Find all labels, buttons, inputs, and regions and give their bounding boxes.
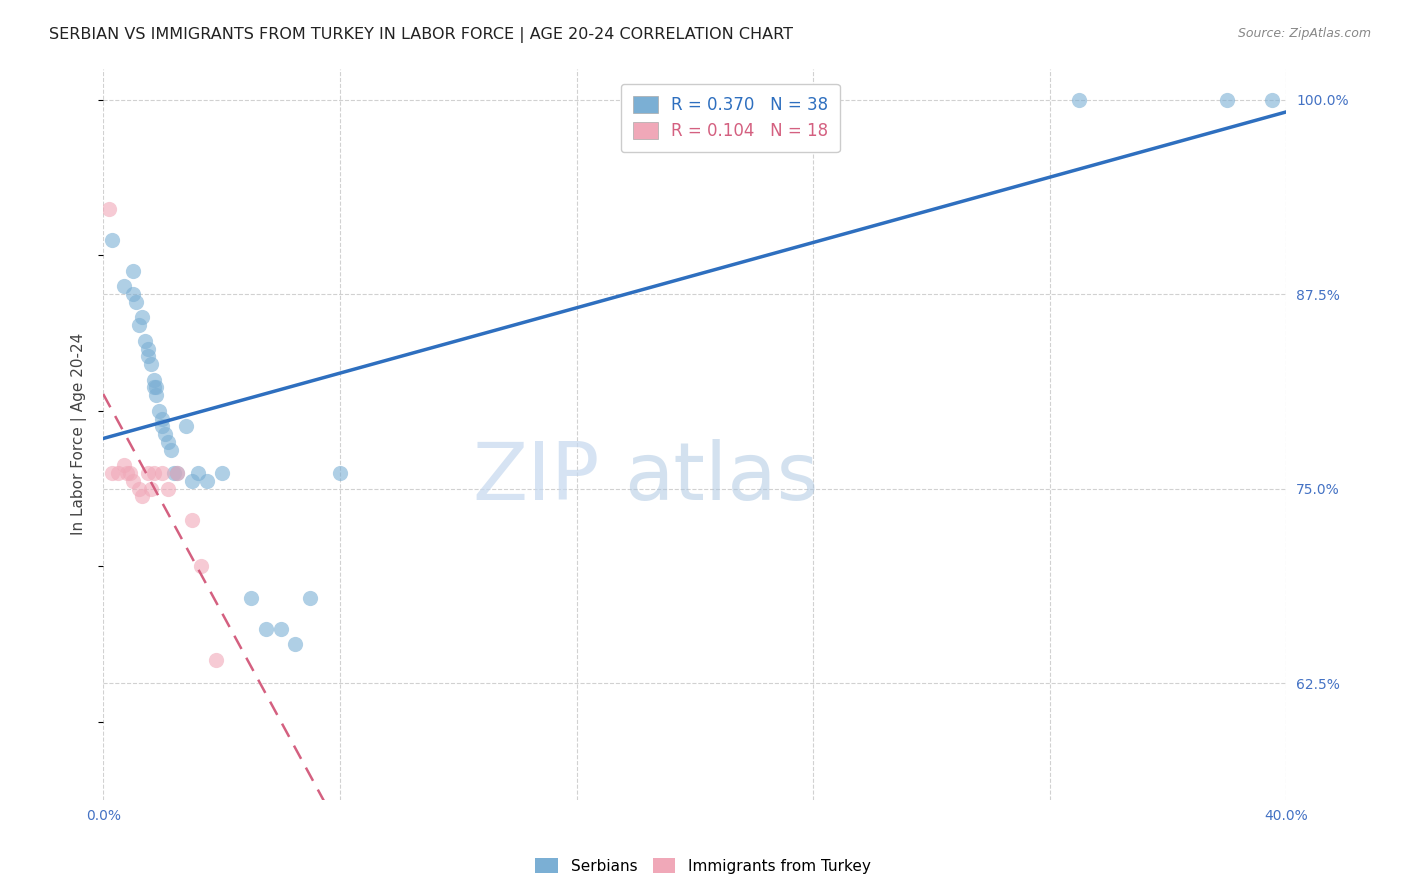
Legend: R = 0.370   N = 38, R = 0.104   N = 18: R = 0.370 N = 38, R = 0.104 N = 18 bbox=[621, 84, 839, 153]
Point bbox=[142, 380, 165, 394]
Point bbox=[98, 202, 121, 216]
Point bbox=[772, 93, 794, 107]
Point bbox=[195, 474, 218, 488]
Point bbox=[142, 466, 165, 480]
Point bbox=[145, 388, 167, 402]
Point bbox=[329, 466, 352, 480]
Point bbox=[121, 287, 143, 301]
Point bbox=[181, 474, 204, 488]
Point bbox=[121, 474, 143, 488]
Point bbox=[299, 591, 322, 605]
Point bbox=[166, 466, 188, 480]
Point bbox=[136, 466, 159, 480]
Point bbox=[112, 458, 135, 473]
Point bbox=[125, 294, 148, 309]
Point bbox=[150, 419, 173, 434]
Point bbox=[160, 442, 183, 457]
Point bbox=[254, 622, 277, 636]
Point bbox=[1069, 93, 1091, 107]
Point bbox=[101, 233, 124, 247]
Point bbox=[148, 404, 170, 418]
Point bbox=[150, 466, 173, 480]
Text: Source: ZipAtlas.com: Source: ZipAtlas.com bbox=[1237, 27, 1371, 40]
Point bbox=[166, 466, 188, 480]
Point bbox=[155, 427, 177, 442]
Legend: Serbians, Immigrants from Turkey: Serbians, Immigrants from Turkey bbox=[530, 852, 876, 880]
Text: ZIP: ZIP bbox=[472, 439, 600, 517]
Point bbox=[128, 318, 150, 333]
Text: SERBIAN VS IMMIGRANTS FROM TURKEY IN LABOR FORCE | AGE 20-24 CORRELATION CHART: SERBIAN VS IMMIGRANTS FROM TURKEY IN LAB… bbox=[49, 27, 793, 43]
Point bbox=[145, 380, 167, 394]
Point bbox=[134, 334, 156, 348]
Y-axis label: In Labor Force | Age 20-24: In Labor Force | Age 20-24 bbox=[72, 333, 87, 535]
Point bbox=[240, 591, 263, 605]
Point bbox=[190, 559, 212, 574]
Point bbox=[136, 349, 159, 363]
Point bbox=[157, 434, 180, 449]
Point bbox=[121, 264, 143, 278]
Point bbox=[211, 466, 233, 480]
Point bbox=[284, 637, 307, 651]
Point bbox=[136, 342, 159, 356]
Point bbox=[115, 466, 138, 480]
Point bbox=[1216, 93, 1239, 107]
Point bbox=[187, 466, 209, 480]
Point bbox=[118, 466, 141, 480]
Point bbox=[1260, 93, 1282, 107]
Text: atlas: atlas bbox=[624, 439, 818, 517]
Point bbox=[157, 482, 180, 496]
Point bbox=[270, 622, 292, 636]
Point bbox=[107, 466, 129, 480]
Point bbox=[128, 482, 150, 496]
Point bbox=[150, 411, 173, 425]
Point bbox=[163, 466, 186, 480]
Point bbox=[139, 357, 162, 371]
Point bbox=[204, 653, 226, 667]
Point bbox=[139, 482, 162, 496]
Point bbox=[101, 466, 124, 480]
Point bbox=[142, 373, 165, 387]
Point bbox=[174, 419, 197, 434]
Point bbox=[112, 279, 135, 293]
Point bbox=[131, 489, 153, 503]
Point bbox=[181, 513, 204, 527]
Point bbox=[131, 310, 153, 325]
